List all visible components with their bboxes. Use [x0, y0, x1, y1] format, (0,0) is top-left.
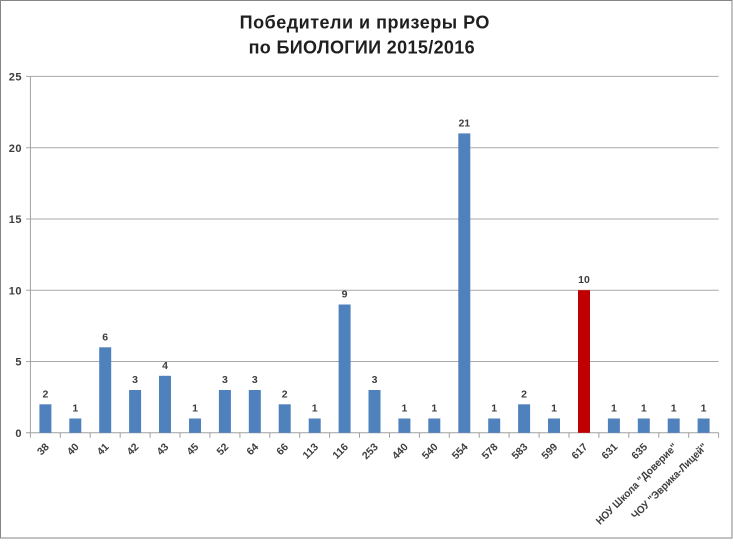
svg-text:2: 2: [521, 388, 527, 400]
svg-text:1: 1: [491, 403, 497, 415]
svg-text:1: 1: [611, 403, 617, 415]
svg-text:9: 9: [342, 289, 348, 301]
svg-text:10: 10: [9, 285, 22, 297]
svg-text:по БИОЛОГИИ 2015/2016: по БИОЛОГИИ 2015/2016: [249, 38, 475, 58]
svg-text:15: 15: [9, 214, 22, 226]
svg-text:3: 3: [252, 374, 258, 386]
svg-text:6: 6: [102, 331, 108, 343]
svg-text:Победители и призеры РО: Победители и призеры РО: [240, 13, 490, 33]
svg-text:5: 5: [15, 357, 22, 369]
svg-text:25: 25: [9, 72, 22, 84]
svg-text:1: 1: [192, 403, 198, 415]
svg-text:20: 20: [9, 143, 22, 155]
svg-text:1: 1: [401, 403, 407, 415]
svg-text:1: 1: [641, 403, 647, 415]
svg-text:3: 3: [372, 374, 378, 386]
svg-text:1: 1: [312, 403, 318, 415]
svg-text:21: 21: [458, 117, 470, 129]
svg-text:4: 4: [162, 360, 168, 372]
svg-text:2: 2: [282, 388, 288, 400]
svg-text:10: 10: [578, 274, 590, 286]
svg-text:1: 1: [671, 403, 677, 415]
svg-text:3: 3: [132, 374, 138, 386]
svg-text:1: 1: [551, 403, 557, 415]
svg-text:1: 1: [701, 403, 707, 415]
svg-text:2: 2: [42, 388, 48, 400]
svg-text:1: 1: [72, 403, 78, 415]
svg-text:1: 1: [431, 403, 437, 415]
svg-text:3: 3: [222, 374, 228, 386]
svg-text:0: 0: [15, 428, 22, 440]
